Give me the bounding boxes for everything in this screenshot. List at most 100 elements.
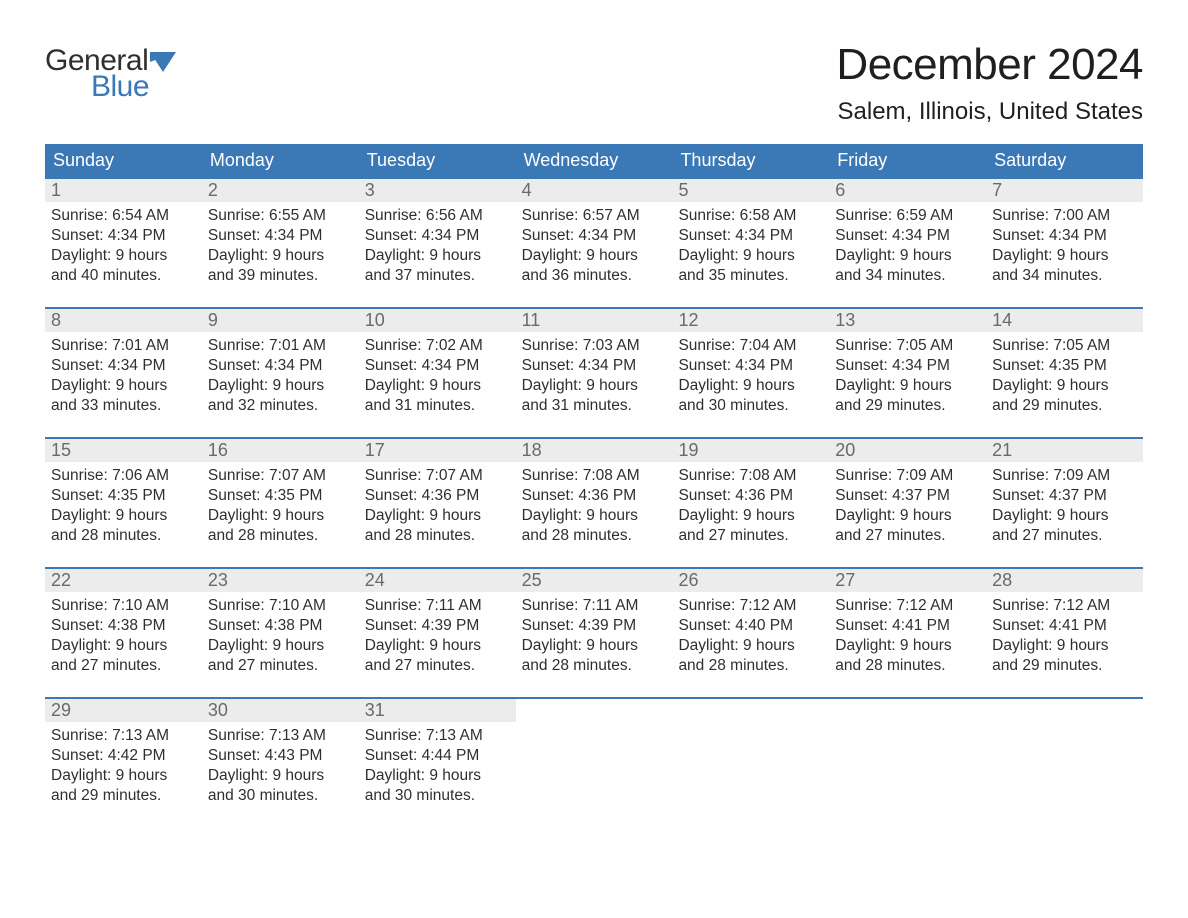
day-cell: 3 Sunrise: 6:56 AMSunset: 4:34 PMDaylight… (359, 179, 516, 307)
day-body: Sunrise: 6:55 AMSunset: 4:34 PMDaylight:… (202, 202, 359, 293)
sunset-line: Sunset: 4:36 PM (678, 486, 823, 506)
sunset-line: Sunset: 4:34 PM (51, 356, 196, 376)
day-number: 22 (45, 569, 202, 592)
day-body: Sunrise: 7:01 AMSunset: 4:34 PMDaylight:… (45, 332, 202, 423)
day-body: Sunrise: 7:11 AMSunset: 4:39 PMDaylight:… (516, 592, 673, 683)
day-cell: 15Sunrise: 7:06 AMSunset: 4:35 PMDayligh… (45, 439, 202, 567)
daylight-line: Daylight: 9 hours and 33 minutes. (51, 376, 196, 416)
day-number: 25 (516, 569, 673, 592)
day-number: 8 (45, 309, 202, 332)
sunset-line: Sunset: 4:34 PM (365, 356, 510, 376)
day-cell (516, 699, 673, 827)
day-cell: 12Sunrise: 7:04 AMSunset: 4:34 PMDayligh… (672, 309, 829, 437)
day-cell: 5Sunrise: 6:58 AMSunset: 4:34 PMDaylight… (672, 179, 829, 307)
day-cell: 13Sunrise: 7:05 AMSunset: 4:34 PMDayligh… (829, 309, 986, 437)
sunset-line: Sunset: 4:39 PM (365, 616, 510, 636)
sunrise-line: Sunrise: 7:04 AM (678, 336, 823, 356)
day-cell: 1Sunrise: 6:54 AMSunset: 4:34 PMDaylight… (45, 179, 202, 307)
day-body: Sunrise: 7:07 AMSunset: 4:36 PMDaylight:… (359, 462, 516, 553)
day-cell: 26Sunrise: 7:12 AMSunset: 4:40 PMDayligh… (672, 569, 829, 697)
weekday-cell: Wednesday (516, 144, 673, 177)
daylight-line: Daylight: 9 hours and 31 minutes. (365, 376, 510, 416)
day-cell: 4Sunrise: 6:57 AMSunset: 4:34 PMDaylight… (516, 179, 673, 307)
sunset-line: Sunset: 4:34 PM (208, 226, 353, 246)
sunrise-line: Sunrise: 7:09 AM (992, 466, 1137, 486)
day-number: 13 (829, 309, 986, 332)
daylight-line: Daylight: 9 hours and 39 minutes. (208, 246, 353, 286)
sunrise-line: Sunrise: 7:10 AM (208, 596, 353, 616)
day-number: 17 (359, 439, 516, 462)
sunset-line: Sunset: 4:34 PM (835, 356, 980, 376)
weekday-cell: Friday (829, 144, 986, 177)
sunset-line: Sunset: 4:34 PM (835, 226, 980, 246)
day-cell: 25Sunrise: 7:11 AMSunset: 4:39 PMDayligh… (516, 569, 673, 697)
day-number: 26 (672, 569, 829, 592)
daylight-line: Daylight: 9 hours and 27 minutes. (51, 636, 196, 676)
sunrise-line: Sunrise: 7:11 AM (522, 596, 667, 616)
header: General Blue December 2024 Salem, Illino… (45, 40, 1143, 126)
sunrise-line: Sunrise: 7:13 AM (208, 726, 353, 746)
day-body: Sunrise: 7:02 AMSunset: 4:34 PMDaylight:… (359, 332, 516, 423)
week-row: 22Sunrise: 7:10 AMSunset: 4:38 PMDayligh… (45, 567, 1143, 697)
sunset-line: Sunset: 4:42 PM (51, 746, 196, 766)
day-cell: 18Sunrise: 7:08 AMSunset: 4:36 PMDayligh… (516, 439, 673, 567)
day-body: Sunrise: 7:09 AMSunset: 4:37 PMDaylight:… (829, 462, 986, 553)
day-number: 5 (672, 179, 829, 202)
day-cell: 19Sunrise: 7:08 AMSunset: 4:36 PMDayligh… (672, 439, 829, 567)
sunset-line: Sunset: 4:38 PM (208, 616, 353, 636)
sunrise-line: Sunrise: 6:56 AM (365, 206, 510, 226)
sunset-line: Sunset: 4:37 PM (992, 486, 1137, 506)
day-body: Sunrise: 7:00 AMSunset: 4:34 PMDaylight:… (986, 202, 1143, 293)
day-body: Sunrise: 7:05 AMSunset: 4:34 PMDaylight:… (829, 332, 986, 423)
day-body: Sunrise: 7:07 AMSunset: 4:35 PMDaylight:… (202, 462, 359, 553)
sunset-line: Sunset: 4:38 PM (51, 616, 196, 636)
daylight-line: Daylight: 9 hours and 27 minutes. (992, 506, 1137, 546)
day-number: 18 (516, 439, 673, 462)
daylight-line: Daylight: 9 hours and 27 minutes. (678, 506, 823, 546)
week-row: 29Sunrise: 7:13 AMSunset: 4:42 PMDayligh… (45, 697, 1143, 827)
daylight-line: Daylight: 9 hours and 28 minutes. (522, 636, 667, 676)
day-body: Sunrise: 7:01 AMSunset: 4:34 PMDaylight:… (202, 332, 359, 423)
sunset-line: Sunset: 4:41 PM (835, 616, 980, 636)
day-body: Sunrise: 7:04 AMSunset: 4:34 PMDaylight:… (672, 332, 829, 423)
sunrise-line: Sunrise: 7:05 AM (835, 336, 980, 356)
sunset-line: Sunset: 4:34 PM (365, 226, 510, 246)
day-cell: 8Sunrise: 7:01 AMSunset: 4:34 PMDaylight… (45, 309, 202, 437)
daylight-line: Daylight: 9 hours and 30 minutes. (208, 766, 353, 806)
sunrise-line: Sunrise: 6:58 AM (678, 206, 823, 226)
daylight-line: Daylight: 9 hours and 30 minutes. (365, 766, 510, 806)
logo: General Blue (45, 40, 176, 102)
sunrise-line: Sunrise: 7:13 AM (365, 726, 510, 746)
daylight-line: Daylight: 9 hours and 35 minutes. (678, 246, 823, 286)
sunrise-line: Sunrise: 7:00 AM (992, 206, 1137, 226)
sunrise-line: Sunrise: 7:12 AM (678, 596, 823, 616)
sunset-line: Sunset: 4:34 PM (992, 226, 1137, 246)
daylight-line: Daylight: 9 hours and 29 minutes. (835, 376, 980, 416)
day-number: 15 (45, 439, 202, 462)
daylight-line: Daylight: 9 hours and 30 minutes. (678, 376, 823, 416)
sunset-line: Sunset: 4:35 PM (51, 486, 196, 506)
day-body: Sunrise: 7:11 AMSunset: 4:39 PMDaylight:… (359, 592, 516, 683)
sunrise-line: Sunrise: 6:57 AM (522, 206, 667, 226)
day-number: 3 (359, 179, 516, 202)
sunrise-line: Sunrise: 7:12 AM (835, 596, 980, 616)
day-number: 21 (986, 439, 1143, 462)
day-cell: 9Sunrise: 7:01 AMSunset: 4:34 PMDaylight… (202, 309, 359, 437)
day-cell: 24Sunrise: 7:11 AMSunset: 4:39 PMDayligh… (359, 569, 516, 697)
sunrise-line: Sunrise: 6:54 AM (51, 206, 196, 226)
daylight-line: Daylight: 9 hours and 36 minutes. (522, 246, 667, 286)
day-cell (829, 699, 986, 827)
daylight-line: Daylight: 9 hours and 32 minutes. (208, 376, 353, 416)
daylight-line: Daylight: 9 hours and 37 minutes. (365, 246, 510, 286)
day-body: Sunrise: 6:58 AMSunset: 4:34 PMDaylight:… (672, 202, 829, 293)
day-body: Sunrise: 7:13 AMSunset: 4:44 PMDaylight:… (359, 722, 516, 813)
day-body: Sunrise: 7:13 AMSunset: 4:43 PMDaylight:… (202, 722, 359, 813)
day-body: Sunrise: 7:05 AMSunset: 4:35 PMDaylight:… (986, 332, 1143, 423)
location: Salem, Illinois, United States (836, 98, 1143, 126)
day-cell: 17Sunrise: 7:07 AMSunset: 4:36 PMDayligh… (359, 439, 516, 567)
weeks-container: 1Sunrise: 6:54 AMSunset: 4:34 PMDaylight… (45, 177, 1143, 827)
day-body: Sunrise: 7:08 AMSunset: 4:36 PMDaylight:… (672, 462, 829, 553)
sunrise-line: Sunrise: 7:11 AM (365, 596, 510, 616)
day-cell: 6Sunrise: 6:59 AMSunset: 4:34 PMDaylight… (829, 179, 986, 307)
day-number: 20 (829, 439, 986, 462)
